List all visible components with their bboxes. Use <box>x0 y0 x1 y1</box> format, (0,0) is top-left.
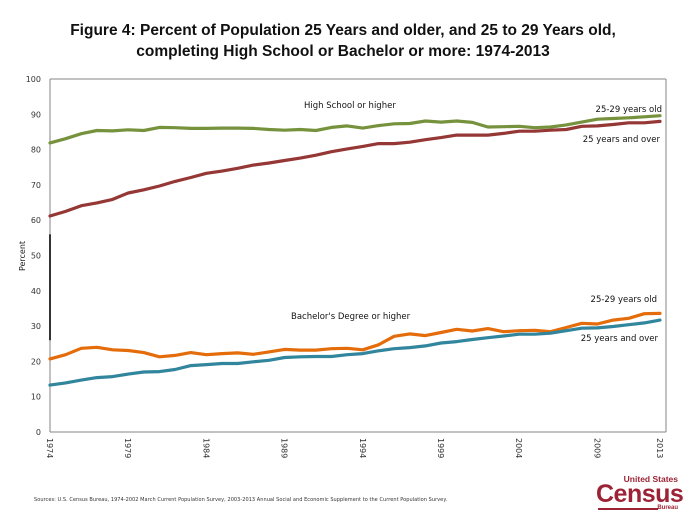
series-lines <box>48 114 662 387</box>
x-tick-label: 2004 <box>514 438 523 458</box>
logo-underline <box>598 508 658 510</box>
x-tick-label: 1984 <box>201 438 210 458</box>
x-tick-label: 1989 <box>280 438 289 458</box>
annotation-high-school: High School or higher <box>304 101 396 111</box>
y-tick-label: 30 <box>31 322 41 331</box>
x-tick-label: 1979 <box>123 438 132 458</box>
logo-line-bureau: Bureau <box>657 505 678 511</box>
x-tick-label: 2013 <box>655 438 664 458</box>
series-line-ba-25-over <box>48 318 662 387</box>
x-tick-label: 2009 <box>592 438 601 458</box>
series-line-ba-25-29 <box>48 311 662 361</box>
y-tick-label: 10 <box>31 393 41 402</box>
annotation-ba-25-over: 25 years and over <box>581 334 659 344</box>
annotation-ba-25-29: 25-29 years old <box>591 295 657 305</box>
y-tick-label: 50 <box>31 252 41 261</box>
y-tick-label: 60 <box>31 216 41 225</box>
annotation-hs-25-29: 25-29 years old <box>596 105 662 115</box>
x-tick-label: 1999 <box>436 438 445 458</box>
y-tick-label: 80 <box>31 146 41 155</box>
chart-title-line-2: completing High School or Bachelor or mo… <box>136 43 550 60</box>
x-tick-label: 1974 <box>45 438 54 458</box>
y-tick-label: 40 <box>31 287 41 296</box>
series-line-hs-25-29 <box>48 114 662 145</box>
y-tick-label: 20 <box>31 357 41 366</box>
x-tick-label: 1994 <box>358 438 367 458</box>
y-axis-label: Percent <box>18 241 27 271</box>
logo-line-census: Census <box>596 480 684 508</box>
axes <box>49 78 667 433</box>
series-line-hs-25-over <box>48 119 662 218</box>
annotation-hs-25-over: 25 years and over <box>583 135 661 145</box>
y-axis-label-group: Percent <box>18 241 27 271</box>
annotations: High School or higher 25-29 years old 25… <box>291 101 662 344</box>
y-tick-labels: 0 10 20 30 40 50 60 70 80 90 100 <box>26 75 41 437</box>
chart-title: Figure 4: Percent of Population 25 Years… <box>0 20 686 62</box>
y-tick-label: 90 <box>31 110 41 119</box>
y-tick-label: 0 <box>36 428 41 437</box>
chart-title-line-1: Figure 4: Percent of Population 25 Years… <box>70 22 616 39</box>
y-tick-label: 70 <box>31 181 41 190</box>
x-tick-labels: 1974 1979 1984 1989 1994 1999 2004 2009 2013 <box>45 438 664 458</box>
logo-line-united-states: United States <box>623 474 678 484</box>
source-note: Sources: U.S. Census Bureau, 1974-2002 M… <box>34 497 448 503</box>
y-tick-label: 100 <box>26 75 41 84</box>
census-bureau-logo: United States Census Bureau <box>596 474 684 514</box>
annotation-bachelor: Bachelor's Degree or higher <box>291 312 411 322</box>
